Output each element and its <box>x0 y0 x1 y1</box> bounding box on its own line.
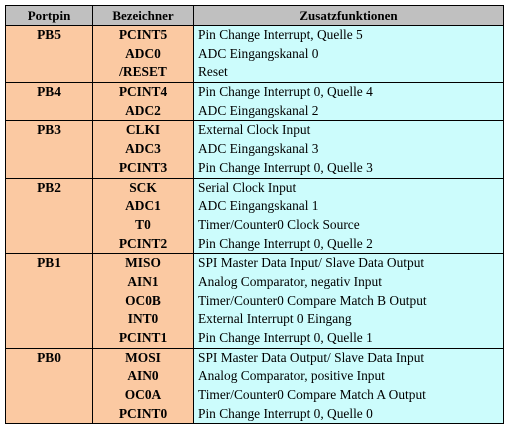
zusatzfunktion-label: Serial Clock Input <box>198 179 297 195</box>
bezeichner-label: INT0 <box>127 311 159 327</box>
zusatzfunktion-label: Pin Change Interrupt 0, Quelle 1 <box>198 330 373 345</box>
zusatzfunktion-label: Pin Change Interrupt 0, Quelle 3 <box>198 159 373 175</box>
bezeichner-label: /RESET <box>119 64 167 80</box>
header-portpin: Portpin <box>5 5 93 26</box>
bezeichner-label: MISO <box>125 255 161 271</box>
bezeichner-label: PCINT3 <box>118 159 168 175</box>
portpin-cell: PB5 <box>5 24 93 84</box>
bezeichner-label: MOSI <box>125 349 161 365</box>
bezeichner-cell: MISO AIN1 OC0B INT0 PCINT1 <box>92 253 194 349</box>
zusatzfunktion-label: Pin Change Interrupt 0, Quelle 4 <box>198 84 373 100</box>
bezeichner-label: PCINT2 <box>118 235 168 251</box>
bezeichner-label: PCINT1 <box>118 330 168 345</box>
pin-group-row: PB4 PCINT4 ADC2 Pin Change Interrupt 0, Que… <box>5 82 504 122</box>
bezeichner-label: ADC0 <box>125 45 161 61</box>
zusatzfunktion-label: SPI Master Data Input/ Slave Data Output <box>198 255 425 271</box>
bezeichner-label: CLKI <box>125 122 161 138</box>
pin-group-row: PB5 PCINT5 ADC0/RESET Pin Change Interrupt,… <box>5 24 504 84</box>
zusatzfunktion-cell: SPI Master Data Output/ Slave Data Input… <box>193 347 504 425</box>
header-zusatzfunktionen: Zusatzfunktionen <box>193 5 504 26</box>
zusatzfunktion-label: Analog Comparator, negativ Input <box>198 273 382 289</box>
bezeichner-cell: MOSI AIN0 OC0A PCINT0 <box>92 347 194 425</box>
zusatzfunktion-label: Timer/Counter0 Clock Source <box>198 216 360 232</box>
bezeichner-label: PCINT4 <box>118 84 168 100</box>
zusatzfunktion-cell: Pin Change Interrupt, Quelle 5 ADC Eingan… <box>193 24 504 84</box>
zusatzfunktion-label: Timer/Counter0 Compare Match B Output <box>198 292 427 308</box>
zusatzfunktion-label: ADC Eingangskanal 1 <box>198 198 319 214</box>
zusatzfunktion-label: Pin Change Interrupt 0, Quelle 0 <box>198 405 373 421</box>
bezeichner-label: OC0B <box>125 292 161 308</box>
zusatzfunktion-label: External Interrupt 0 Eingang <box>198 311 352 327</box>
pin-group-row: PB3 CLKI ADC3 PCINT3 External Clock Input ADC… <box>5 120 504 179</box>
zusatzfunktion-label: ADC Eingangskanal 3 <box>198 141 319 157</box>
bezeichner-label: OC0A <box>124 387 162 403</box>
bezeichner-label: T0 <box>135 216 151 232</box>
portpin-cell: PB3 <box>5 120 93 179</box>
zusatzfunktion-label: ADC Eingangskanal 0 <box>198 45 319 61</box>
zusatzfunktion-label: Pin Change Interrupt 0, Quelle 2 <box>198 235 373 251</box>
zusatzfunktion-cell: Serial Clock Input ADC Eingangskanal 1 Tim… <box>193 177 504 255</box>
zusatzfunktion-label: ADC Eingangskanal 2 <box>198 102 319 118</box>
bezeichner-label: ADC2 <box>125 102 161 118</box>
zusatzfunktion-label: SPI Master Data Output/ Slave Data Input <box>198 349 425 365</box>
zusatzfunktion-cell: Pin Change Interrupt 0, Quelle 4 ADC Eing… <box>193 82 504 122</box>
bezeichner-label: AIN0 <box>127 368 159 384</box>
bezeichner-label: AIN1 <box>127 273 159 289</box>
portpin-cell: PB1 <box>5 253 93 349</box>
pin-group-row: PB1 MISO AIN1 OC0B INT0 PCINT1 SPI Master Data… <box>5 253 504 349</box>
bezeichner-cell: CLKI ADC3 PCINT3 <box>92 120 194 179</box>
pin-function-table: Portpin Bezeichner Zusatzfunktionen PB5 P… <box>5 5 504 425</box>
zusatzfunktion-label: Reset <box>198 64 228 80</box>
zusatzfunktion-label: External Clock Input <box>198 122 311 138</box>
pin-group-row: PB0 MOSI AIN0 OC0A PCINT0 SPI Master Data Out… <box>5 347 504 425</box>
bezeichner-cell: PCINT5 ADC0/RESET <box>92 24 194 84</box>
bezeichner-cell: SCK ADC1 T0 PCINT2 <box>92 177 194 255</box>
zusatzfunktion-cell: SPI Master Data Input/ Slave Data Output… <box>193 253 504 349</box>
bezeichner-label: ADC1 <box>125 198 161 214</box>
zusatzfunktion-cell: External Clock Input ADC Eingangskanal 3 P… <box>193 120 504 179</box>
portpin-cell: PB4 <box>5 82 93 122</box>
zusatzfunktion-label: Timer/Counter0 Compare Match A Output <box>198 387 426 403</box>
bezeichner-cell: PCINT4 ADC2 <box>92 82 194 122</box>
bezeichner-label: PCINT0 <box>118 405 168 421</box>
portpin-cell: PB0 <box>5 347 93 425</box>
pin-group-row: PB2 SCK ADC1 T0 PCINT2 Serial Clock Input ADC … <box>5 177 504 255</box>
portpin-cell: PB2 <box>5 177 93 255</box>
bezeichner-label: SCK <box>129 179 157 195</box>
zusatzfunktion-label: Pin Change Interrupt, Quelle 5 <box>198 27 363 42</box>
bezeichner-label: PCINT5 <box>118 27 168 42</box>
header-bezeichner: Bezeichner <box>92 5 194 26</box>
header-row: Portpin Bezeichner Zusatzfunktionen <box>5 5 504 26</box>
zusatzfunktion-label: Analog Comparator, positive Input <box>198 368 385 384</box>
bezeichner-label: ADC3 <box>125 141 161 157</box>
